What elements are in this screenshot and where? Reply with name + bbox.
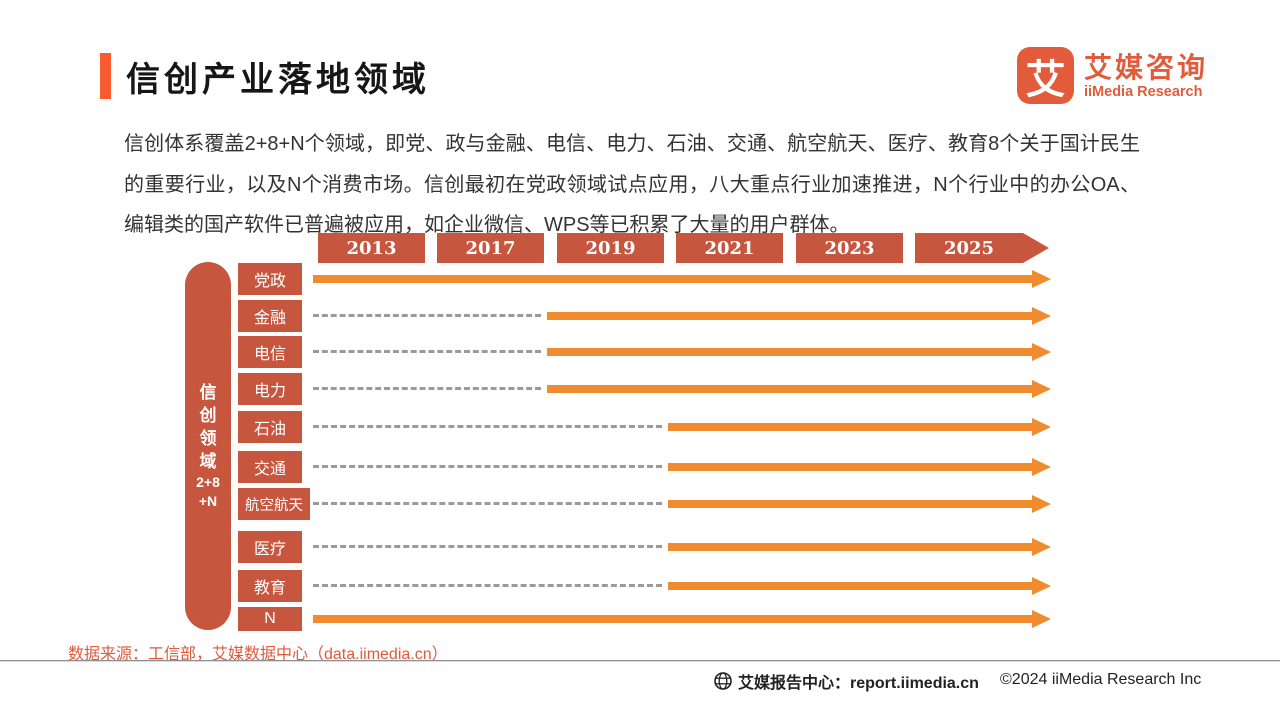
copyright-text: ©2024 iiMedia Research Inc [1000, 671, 1202, 688]
timeline-row-yiliao: 医疗 [0, 531, 1280, 563]
report-center-text: 艾媒报告中心：report.iimedia.cn [738, 675, 979, 692]
arrow [547, 307, 1051, 325]
footer-divider [0, 660, 1280, 662]
data-source: 数据来源：工信部，艾媒数据中心（data.iimedia.cn） [68, 646, 448, 663]
timeline-row-dangzheng: 党政 [0, 263, 1280, 295]
arrow [668, 418, 1051, 436]
logo-text: 艾媒咨询 iiMedia Research [1084, 51, 1208, 100]
pill-line: 2+8 [196, 474, 220, 490]
pill-line: 信 [199, 383, 217, 402]
arrow [547, 343, 1051, 361]
timeline-row-jiaotong: 交通 [0, 451, 1280, 483]
row-label: 航空航天 [238, 488, 310, 520]
logo-mark-icon: 艾 [1017, 47, 1074, 104]
arrow [668, 458, 1051, 476]
page-title: 信创产业落地领域 [126, 61, 430, 99]
row-label: 电力 [238, 373, 302, 405]
globe-icon [714, 672, 732, 690]
timeline-row-dianxin: 电信 [0, 336, 1280, 368]
arrow [668, 495, 1051, 513]
dashed-line [313, 314, 541, 317]
timeline-row-jinrong: 金融 [0, 300, 1280, 332]
row-label: 金融 [238, 300, 302, 332]
row-label: N [238, 607, 302, 631]
footer-report-center: 艾媒报告中心：report.iimedia.cn [714, 669, 979, 693]
dashed-line [313, 465, 662, 468]
row-label: 交通 [238, 451, 302, 483]
dashed-line [313, 502, 662, 505]
dashed-line [313, 584, 662, 587]
description-paragraph: 信创体系覆盖2+8+N个领域，即党、政与金融、电信、电力、石油、交通、航空航天、… [124, 133, 1140, 236]
timeline-row-hangkonghangtian: 航空航天 [0, 488, 1280, 520]
dashed-line [313, 387, 541, 390]
iimedia-logo: 艾 艾媒咨询 iiMedia Research [1017, 47, 1208, 104]
arrow [313, 610, 1051, 628]
arrow [313, 270, 1051, 288]
row-label: 党政 [238, 263, 302, 295]
pill-line: 创 [199, 406, 217, 425]
year-box-2013: 2013 [318, 233, 425, 263]
pill-line: 领 [199, 429, 217, 448]
year-box-2023: 2023 [796, 233, 903, 263]
year-box-2025-arrow: 2025 [915, 233, 1049, 263]
logo-name-cn: 艾媒咨询 [1084, 52, 1209, 83]
title-accent-bar [100, 53, 111, 99]
dashed-line [313, 425, 662, 428]
row-label: 教育 [238, 570, 302, 602]
timeline-row-dianli: 电力 [0, 373, 1280, 405]
row-label: 电信 [238, 336, 302, 368]
dashed-line [313, 350, 541, 353]
timeline-row-n: N [0, 607, 1280, 631]
year-box-2017: 2017 [437, 233, 544, 263]
category-axis-pill: 信 创 领 域 2+8 +N [185, 262, 231, 630]
pill-line: 域 [199, 452, 217, 471]
arrow [668, 577, 1051, 595]
row-label: 石油 [238, 411, 302, 443]
dashed-line [313, 545, 662, 548]
timeline-row-shiyou: 石油 [0, 411, 1280, 443]
year-box-2021: 2021 [676, 233, 783, 263]
arrow [668, 538, 1051, 556]
logo-name-en: iiMedia Research [1084, 84, 1203, 100]
row-label: 医疗 [238, 531, 302, 563]
year-box-2019: 2019 [557, 233, 664, 263]
pill-line: +N [198, 493, 218, 509]
timeline-row-jiaoyu: 教育 [0, 570, 1280, 602]
arrow [547, 380, 1051, 398]
